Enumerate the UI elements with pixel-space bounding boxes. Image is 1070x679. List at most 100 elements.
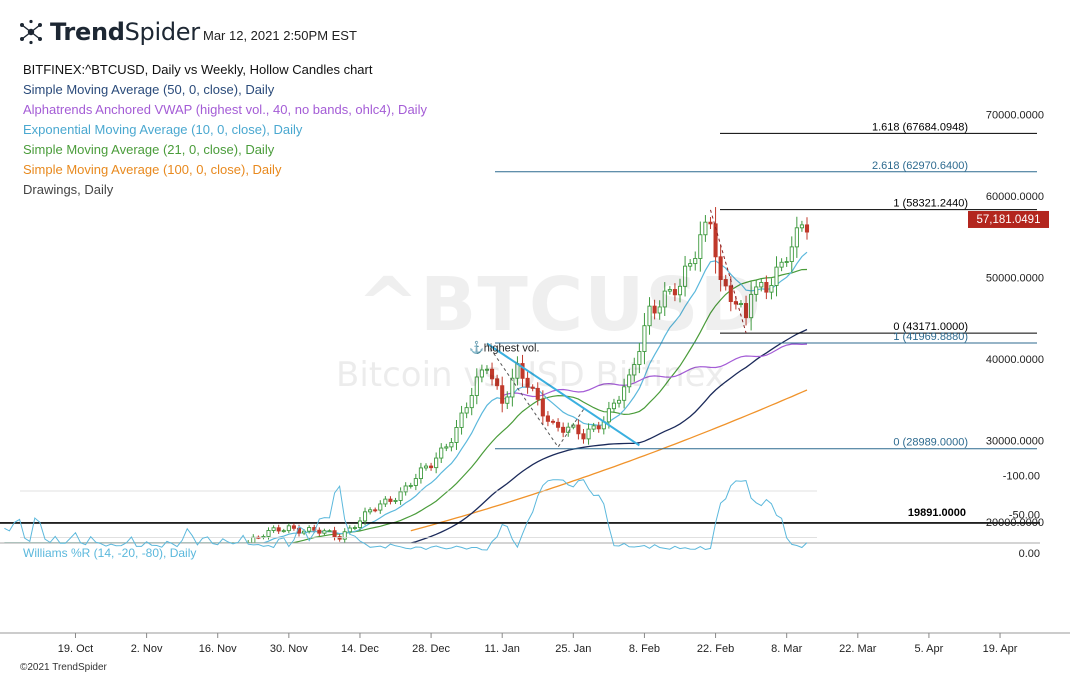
name-watermark: Bitcoin vs USD Bitfinex xyxy=(336,355,726,395)
candle-body xyxy=(459,412,464,428)
anchored-vwap-line xyxy=(502,343,808,398)
candle-body xyxy=(769,285,774,293)
anchor-icon: ⚓ xyxy=(469,341,484,355)
candle-body xyxy=(464,407,469,414)
candle-body xyxy=(677,285,683,296)
date-tick-label: 2. Nov xyxy=(131,643,163,655)
candle-body xyxy=(352,527,357,529)
candle-body xyxy=(454,427,459,443)
candle-body xyxy=(667,289,672,292)
indicator-legend: BITFINEX:^BTCUSD, Daily vs Weekly, Hollo… xyxy=(23,60,427,200)
falling-trendline xyxy=(486,342,640,447)
price-tick-label: 50000.0000 xyxy=(986,273,1044,285)
candle-body xyxy=(332,530,337,538)
support-level-label: 19891.0000 xyxy=(908,507,966,519)
williams-tick-label: -100.00 xyxy=(1003,471,1040,483)
williams-r-line xyxy=(4,479,808,551)
candle-body xyxy=(242,545,245,547)
candle-body xyxy=(606,408,611,423)
candle-body xyxy=(616,399,622,404)
candle-body xyxy=(373,509,378,512)
candle-body xyxy=(545,415,550,422)
candle-body xyxy=(622,386,627,401)
candle-body xyxy=(596,425,601,430)
sma100-line xyxy=(410,389,808,532)
fib-level-label: 2.618 (62970.6400) xyxy=(872,160,968,172)
candle-body xyxy=(738,303,744,305)
candle-body xyxy=(591,425,596,430)
brand-name: TrendSpider xyxy=(50,18,200,46)
legend-drawings[interactable]: Drawings, Daily xyxy=(23,182,114,197)
candle-body xyxy=(231,545,234,550)
candle-body xyxy=(276,527,281,532)
candle-body xyxy=(535,387,540,400)
candle-body xyxy=(556,421,561,428)
candle-body xyxy=(693,258,698,265)
sma21-line xyxy=(4,268,808,543)
legend-sma21[interactable]: Simple Moving Average (21, 0, close), Da… xyxy=(23,142,275,157)
candle-body xyxy=(236,545,239,546)
candle-body xyxy=(429,465,434,469)
fibonacci-levels: 1.618 (67684.0948) 2.618 (62970.6400) 1 (5… xyxy=(0,121,1040,524)
candle-body xyxy=(764,282,769,293)
candle-body xyxy=(637,351,642,365)
symbol-line[interactable]: BITFINEX:^BTCUSD, Daily vs Weekly, Hollo… xyxy=(23,62,373,77)
candle-body xyxy=(500,385,505,404)
candle-body xyxy=(495,378,500,387)
candle-body xyxy=(423,465,429,469)
candle-body xyxy=(586,428,591,440)
candle-body xyxy=(327,530,332,533)
date-tick-label: 14. Dec xyxy=(341,643,379,655)
candle-body xyxy=(383,498,388,505)
date-tick-label: 19. Oct xyxy=(58,643,93,655)
williams-panel-title: Williams %R (14, -20, -80), Daily xyxy=(23,546,196,560)
legend-ema10[interactable]: Exponential Moving Average (10, 0, close… xyxy=(23,122,303,137)
trendspider-logo-icon xyxy=(20,19,42,45)
williams-tick-label: -50.00 xyxy=(1009,509,1040,521)
candle-body xyxy=(251,536,256,543)
candle-body xyxy=(743,303,749,319)
timestamp: Mar 12, 2021 2:50PM EST xyxy=(203,28,357,43)
moving-average-lines xyxy=(4,251,808,543)
candle-body xyxy=(342,531,347,540)
candle-body xyxy=(484,368,490,371)
candle-body xyxy=(444,446,449,449)
brand-bold: Trend xyxy=(50,18,125,46)
williams-r-panel[interactable]: 0.00 -50.00 -100.00 Williams %R (14, -20, -… xyxy=(0,471,1040,561)
candle-body xyxy=(302,530,307,534)
date-tick-label: 11. Jan xyxy=(485,643,520,655)
candle-body xyxy=(632,364,637,376)
legend-vwap[interactable]: Alphatrends Anchored VWAP (highest vol.,… xyxy=(23,102,427,117)
legend-sma100[interactable]: Simple Moving Average (100, 0, close), D… xyxy=(23,162,282,177)
candle-body xyxy=(362,511,368,522)
date-axis[interactable]: 19. Oct 2. Nov 16. Nov 30. Nov 14. Dec 28. De… xyxy=(0,632,1070,655)
candle-body xyxy=(469,395,474,409)
candle-body xyxy=(540,398,545,417)
candle-body xyxy=(307,527,312,532)
candle-body xyxy=(408,484,413,487)
price-tick-label: 30000.0000 xyxy=(986,436,1044,448)
price-tick-label: 20000.0000 xyxy=(986,517,1044,529)
fib-level-label: 0 (43171.0000) xyxy=(893,321,968,333)
date-tick-label: 25. Jan xyxy=(555,643,591,655)
price-axis[interactable]: 20000.0000 30000.0000 40000.0000 50000.0000… xyxy=(968,110,1049,530)
candle-body xyxy=(449,442,454,448)
trendline-drawings: ⚓ highest vol. xyxy=(469,209,747,448)
candle-body xyxy=(561,426,566,433)
candle-body xyxy=(642,325,647,352)
last-price-label: 57,181.0491 xyxy=(977,214,1041,226)
date-tick-label: 30. Nov xyxy=(270,643,308,655)
legend-sma50[interactable]: Simple Moving Average (50, 0, close), Da… xyxy=(23,82,275,97)
date-tick-label: 22. Feb xyxy=(697,643,734,655)
candle-body xyxy=(657,306,662,314)
candle-body xyxy=(505,396,510,404)
candle-body xyxy=(434,457,439,469)
candle-body xyxy=(581,433,586,440)
fib-level-label: 1 (41969.8880) xyxy=(893,331,968,343)
candle-body xyxy=(698,234,703,259)
date-tick-label: 8. Mar xyxy=(771,643,803,655)
candle-body xyxy=(683,265,688,287)
candle-body xyxy=(794,227,799,248)
date-tick-label: 19. Apr xyxy=(983,643,1018,655)
